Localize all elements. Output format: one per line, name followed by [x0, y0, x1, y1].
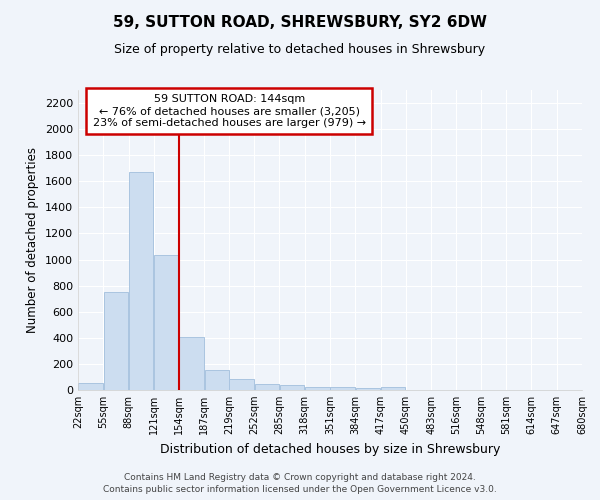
Bar — [154, 255, 179, 390]
Bar — [356, 388, 380, 390]
Bar — [254, 384, 279, 390]
Bar — [305, 387, 329, 390]
Text: Contains HM Land Registry data © Crown copyright and database right 2024.: Contains HM Land Registry data © Crown c… — [124, 472, 476, 482]
Text: Size of property relative to detached houses in Shrewsbury: Size of property relative to detached ho… — [115, 42, 485, 56]
Y-axis label: Number of detached properties: Number of detached properties — [26, 147, 40, 333]
Bar — [381, 388, 406, 390]
Bar — [129, 172, 154, 390]
Bar — [179, 337, 204, 390]
Bar — [229, 380, 254, 390]
Text: 59, SUTTON ROAD, SHREWSBURY, SY2 6DW: 59, SUTTON ROAD, SHREWSBURY, SY2 6DW — [113, 15, 487, 30]
Text: Contains public sector information licensed under the Open Government Licence v3: Contains public sector information licen… — [103, 485, 497, 494]
Text: 59 SUTTON ROAD: 144sqm
← 76% of detached houses are smaller (3,205)
23% of semi-: 59 SUTTON ROAD: 144sqm ← 76% of detached… — [92, 94, 366, 128]
Bar — [331, 388, 355, 390]
X-axis label: Distribution of detached houses by size in Shrewsbury: Distribution of detached houses by size … — [160, 442, 500, 456]
Bar — [280, 386, 304, 390]
Bar — [104, 292, 128, 390]
Bar — [79, 383, 103, 390]
Bar — [205, 370, 229, 390]
